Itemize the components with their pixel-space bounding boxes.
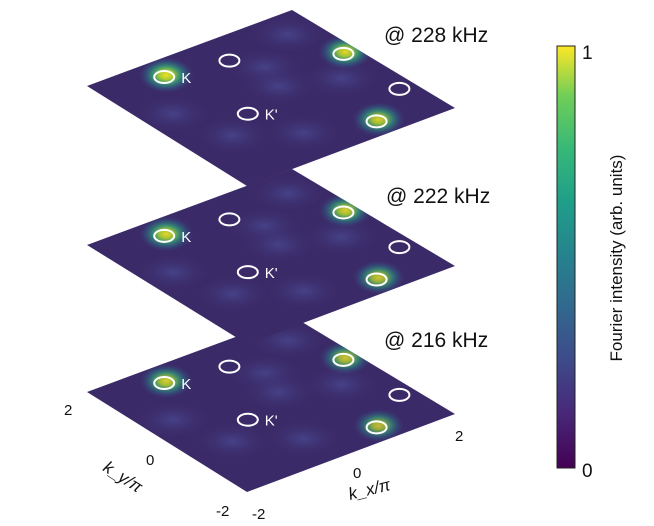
- marker-label: K': [265, 265, 278, 282]
- peak-K: [138, 57, 194, 93]
- peak-K: [318, 34, 373, 70]
- y-axis-label: k_y/π: [100, 457, 147, 496]
- colorbar-gradient: [556, 45, 576, 469]
- background-noise: [301, 364, 382, 405]
- background-noise: [263, 418, 344, 459]
- heatmap-panel: K K': [87, 316, 455, 492]
- background-noise: [263, 112, 344, 153]
- ytick-mid: 0: [146, 452, 154, 469]
- background-noise: [192, 273, 273, 314]
- marker-ring: [365, 420, 388, 435]
- marker-ring: [153, 376, 176, 391]
- marker-ring: [218, 359, 241, 374]
- marker-ring: [218, 53, 241, 68]
- peak-K: [352, 260, 405, 295]
- marker-ring: [332, 205, 355, 220]
- background-noise: [247, 14, 328, 55]
- background-noise: [301, 58, 382, 99]
- marker-label: K': [265, 107, 278, 124]
- peak-K: [139, 216, 194, 252]
- marker-ring: [153, 228, 176, 243]
- peak-K: [319, 340, 372, 375]
- marker-ring: [388, 81, 411, 96]
- heatmap-panel: K K': [87, 10, 455, 186]
- marker-ring: [388, 240, 411, 255]
- heatmap-panels: K K' K K' K K': [87, 10, 455, 492]
- marker-label: K: [181, 70, 191, 87]
- background-noise: [192, 115, 273, 156]
- peak-K: [353, 408, 405, 442]
- marker-ring: [153, 70, 176, 85]
- background-noise: [263, 271, 344, 312]
- colorbar-tick-min: 0: [582, 461, 593, 482]
- marker-ring: [236, 106, 259, 121]
- peak-K: [318, 193, 372, 228]
- xtick-right: 2: [455, 428, 463, 445]
- panel-labels: @ 216 kHz @ 222 kHz @ 228 kHz: [384, 24, 490, 352]
- panel-frequency-label: @ 228 kHz: [384, 24, 488, 47]
- background-noise: [238, 224, 319, 265]
- marker-label: K: [181, 229, 191, 246]
- marker-ring: [236, 412, 259, 427]
- ytick-top: 2: [64, 402, 72, 419]
- marker-ring: [236, 265, 259, 280]
- colorbar-label: Fourier intensity (arb. units): [607, 155, 626, 362]
- peak-K: [352, 102, 406, 137]
- background-noise: [133, 93, 213, 134]
- background-noise: [192, 421, 273, 462]
- panel-frequency-label: @ 216 kHz: [384, 329, 488, 352]
- colorbar: 1 0 Fourier intensity (arb. units): [556, 43, 626, 482]
- heatmap-panel: K K': [87, 169, 455, 344]
- panel-frequency-label: @ 222 kHz: [386, 185, 490, 208]
- marker-ring: [332, 46, 355, 61]
- ytick-bottom: -2: [216, 503, 229, 520]
- background-noise: [238, 66, 319, 107]
- peak-K: [139, 363, 193, 399]
- marker-ring: [365, 114, 388, 129]
- marker-ring: [332, 352, 355, 367]
- xtick-left: -2: [252, 506, 265, 523]
- marker-ring: [388, 387, 411, 402]
- background-noise: [238, 372, 319, 413]
- marker-ring: [365, 272, 388, 287]
- xtick-mid: 0: [353, 465, 361, 482]
- marker-label: K': [265, 413, 278, 430]
- background-noise: [133, 399, 213, 440]
- marker-label: K: [181, 376, 191, 393]
- marker-ring: [218, 212, 241, 227]
- background-noise: [133, 252, 213, 293]
- background-noise: [247, 173, 328, 214]
- colorbar-tick-max: 1: [582, 43, 593, 64]
- background-noise: [301, 217, 382, 258]
